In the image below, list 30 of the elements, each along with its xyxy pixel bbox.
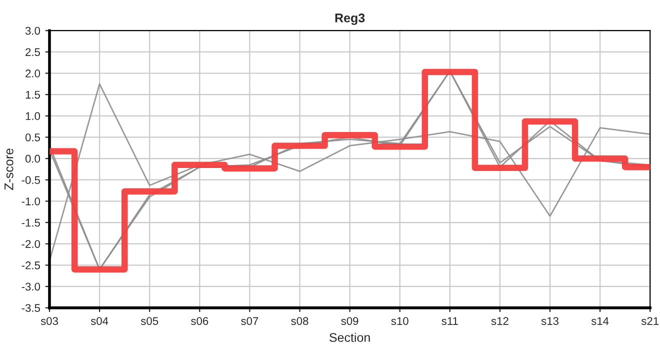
x-tick-label: s07 [241, 317, 258, 325]
x-tick-label: s12 [491, 317, 508, 325]
y-tick-label: -3.5 [22, 304, 40, 312]
x-tick-label: s06 [191, 317, 208, 325]
y-tick-label: -2.0 [22, 240, 40, 248]
x-tick-label: s04 [90, 317, 108, 325]
y-tick-label: 1.5 [26, 90, 40, 99]
y-tick-label: -1.0 [22, 197, 40, 206]
x-tick-label: s09 [341, 317, 358, 325]
y-tick-label: 2.5 [26, 48, 40, 56]
y-tick-label: -1.5 [22, 218, 40, 227]
x-tick-label: s14 [591, 317, 609, 325]
y-tick-label: -3.0 [22, 282, 40, 291]
x-tick-label: s11 [442, 317, 458, 325]
x-axis-title: Section [330, 332, 370, 342]
y-tick-label: 0.5 [25, 133, 40, 142]
y-tick-label: 0.0 [25, 154, 40, 163]
x-tick-label: s03 [40, 317, 58, 325]
y-tick-label: 2.0 [26, 70, 40, 78]
x-tick-label: s13 [541, 317, 558, 325]
y-tick-label: -0.5 [22, 176, 40, 184]
x-tick-label: s10 [391, 317, 408, 325]
x-tick-label: s21 [641, 317, 659, 325]
y-tick-label: 1.0 [26, 112, 40, 120]
x-tick-label: s08 [291, 317, 308, 325]
y-axis-title: Z-score [4, 148, 14, 190]
y-tick-label: 3.0 [25, 26, 40, 35]
x-tick-label: s05 [140, 317, 158, 325]
chart-title: Reg3 [335, 14, 365, 25]
y-tick-label: -2.5 [22, 261, 40, 270]
